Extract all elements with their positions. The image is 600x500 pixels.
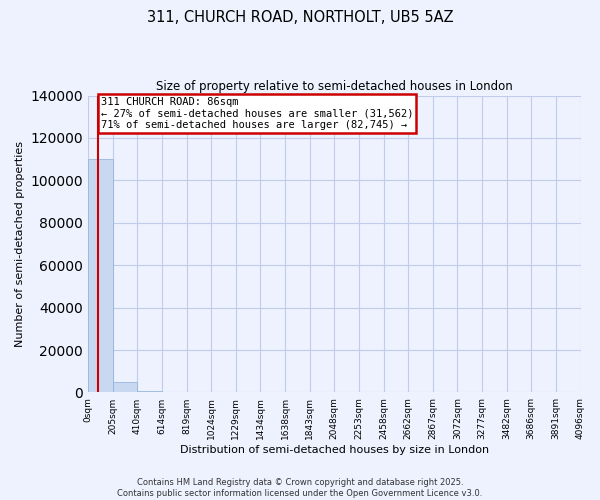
Text: Contains HM Land Registry data © Crown copyright and database right 2025.
Contai: Contains HM Land Registry data © Crown c… — [118, 478, 482, 498]
Y-axis label: Number of semi-detached properties: Number of semi-detached properties — [15, 141, 25, 347]
Text: 311, CHURCH ROAD, NORTHOLT, UB5 5AZ: 311, CHURCH ROAD, NORTHOLT, UB5 5AZ — [146, 10, 454, 25]
Bar — [137, 391, 162, 392]
X-axis label: Distribution of semi-detached houses by size in London: Distribution of semi-detached houses by … — [180, 445, 489, 455]
Bar — [113, 382, 137, 392]
Text: 311 CHURCH ROAD: 86sqm
← 27% of semi-detached houses are smaller (31,562)
71% of: 311 CHURCH ROAD: 86sqm ← 27% of semi-det… — [101, 97, 413, 130]
Title: Size of property relative to semi-detached houses in London: Size of property relative to semi-detach… — [156, 80, 512, 93]
Bar — [88, 159, 113, 392]
